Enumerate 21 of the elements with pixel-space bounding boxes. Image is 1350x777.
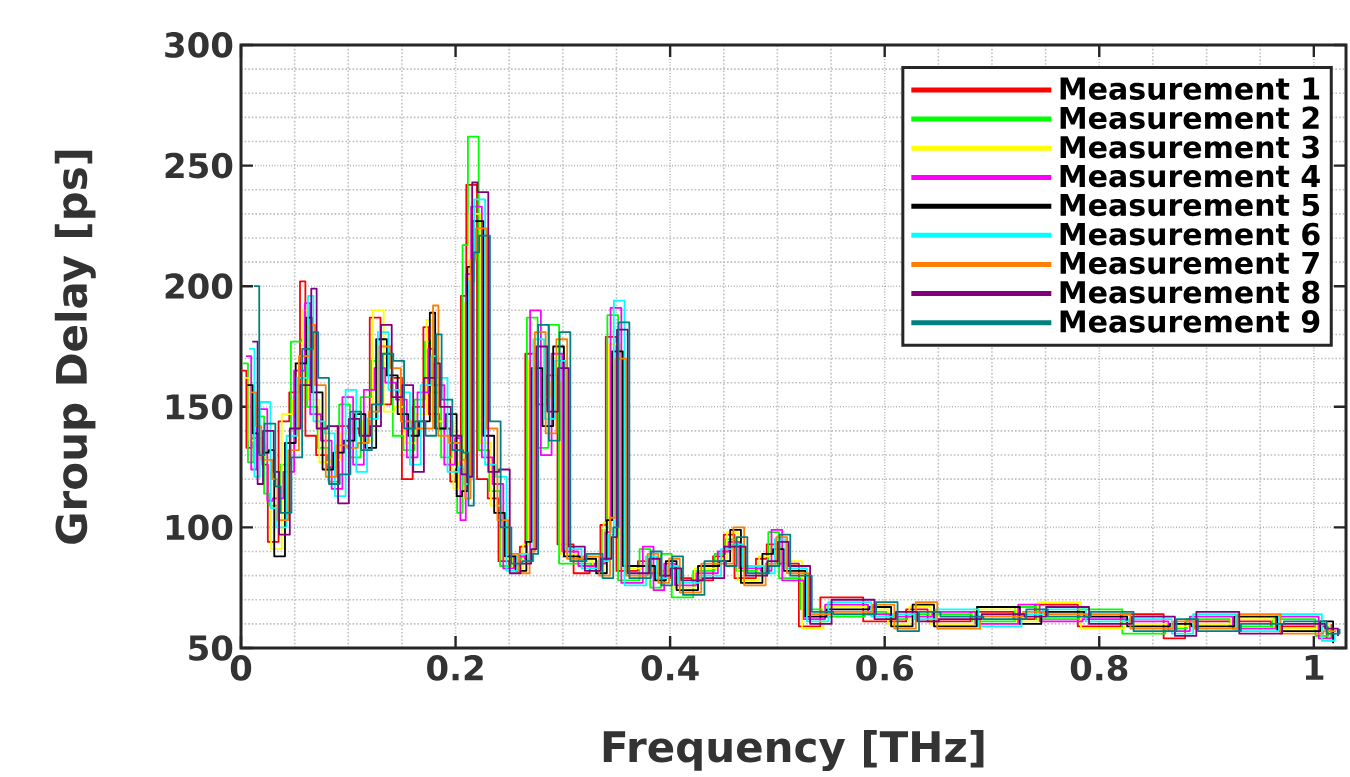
x-axis-title: Frequency [THz] <box>603 730 984 771</box>
legend-label: Measurement 1 <box>1060 77 1320 100</box>
y-tick-label: 300 <box>165 32 233 58</box>
y-tick-label: 100 <box>166 514 233 541</box>
legend-label: Measurement 2 <box>1060 106 1319 130</box>
y-tick-label: 150 <box>166 393 233 420</box>
y-axis-title: Group Delay [ps] <box>54 150 96 544</box>
legend-label: Measurement 3 <box>1060 135 1319 159</box>
legend-label: Measurement 9 <box>1060 310 1320 333</box>
y-tick-label: 200 <box>165 273 233 300</box>
legend-label: Measurement 5 <box>1060 193 1320 217</box>
x-tick-label: 0.8 <box>1070 655 1128 681</box>
x-tick-label: 0.2 <box>427 655 483 681</box>
x-tick-label: 0.4 <box>641 655 699 681</box>
x-tick-label: 1 <box>1305 655 1324 680</box>
y-tick-label: 250 <box>165 152 233 179</box>
legend-label: Measurement 7 <box>1060 251 1319 275</box>
legend-label: Measurement 6 <box>1060 222 1320 246</box>
x-tick-label: 0.6 <box>856 655 913 681</box>
legend-label: Measurement 4 <box>1060 165 1320 188</box>
legend-label: Measurement 8 <box>1060 280 1320 304</box>
